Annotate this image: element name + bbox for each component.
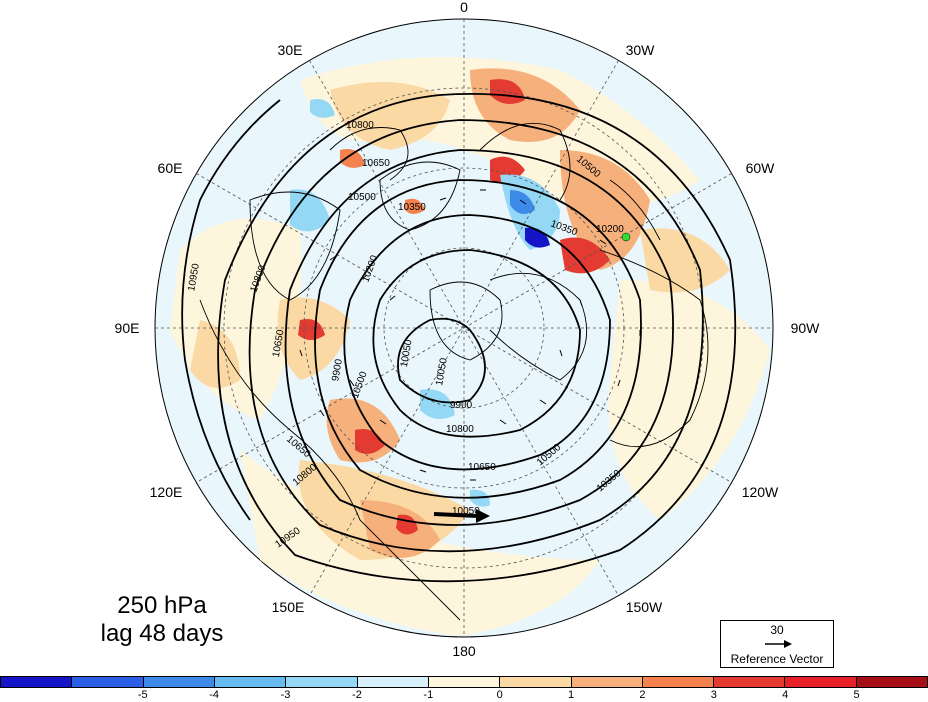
colorbar-segment [856, 677, 928, 687]
contour-label: 10500 [348, 192, 376, 203]
contour-label: 10200 [596, 224, 624, 235]
colorbar-segment [785, 677, 857, 687]
large-wind-arrow [433, 509, 490, 523]
lon-label-90w: 90W [791, 320, 821, 336]
lon-label-150w: 150W [626, 599, 663, 615]
colorbar-segment [571, 677, 643, 687]
contour-label: 10350 [398, 202, 426, 213]
coastlines [199, 122, 709, 621]
colorbar-segment [143, 677, 215, 687]
colorbar-tick-label: 5 [853, 689, 860, 701]
colorbar-segment [428, 677, 501, 687]
colorbar-segment [357, 677, 429, 687]
lon-label-120e: 120E [150, 484, 183, 500]
colorbar-tick-label: -5 [137, 689, 148, 701]
lon-label-150e: 150E [272, 599, 305, 615]
contour-label: 10650 [468, 462, 496, 473]
lon-label-60w: 60W [746, 160, 776, 176]
contour-label: 10650 [362, 158, 390, 169]
colorbar [0, 676, 928, 688]
wind-vectors [299, 189, 641, 481]
lag-label: lag 48 days [100, 620, 224, 647]
colorbar-tick-label: 0 [496, 689, 503, 701]
reference-arrow-icon [765, 640, 792, 648]
colorbar-tick-label: -3 [280, 689, 291, 701]
contour-label: 10950 [186, 262, 202, 292]
level-label: 250 hPa [117, 592, 207, 619]
contour-label: 9900 [330, 358, 345, 382]
reference-vector-legend: 30 Reference Vector [720, 620, 834, 668]
colorbar-tick-label: 1 [568, 689, 575, 701]
contour-label: 10800 [446, 424, 474, 435]
reference-vector-label: Reference Vector [730, 652, 824, 666]
lon-label-60e: 60E [158, 160, 183, 176]
colorbar-segment [642, 677, 715, 687]
location-marker [621, 232, 631, 242]
colorbar-segment [714, 677, 786, 687]
contour-label: 10050 [452, 506, 480, 517]
height-contours [181, 93, 737, 583]
colorbar-tick-label: -2 [352, 689, 362, 701]
contour-label: 10050 [399, 338, 415, 368]
graticule [155, 19, 773, 637]
colorbar-tick-label: 3 [710, 689, 717, 701]
lon-label-180: 180 [452, 643, 476, 659]
colorbar-tick-label: -4 [209, 689, 220, 701]
colorbar-segment [1, 677, 73, 687]
figure-caption: 250 hPa lag 48 days [62, 592, 262, 648]
lon-label-0: 0 [460, 0, 468, 15]
colorbar-tick-label: 4 [782, 689, 789, 701]
shaded-anomaly-field [170, 57, 770, 636]
colorbar-tick-label: -1 [423, 689, 434, 701]
lon-label-30e: 30E [278, 42, 303, 58]
longitude-labels: 0 30W 60W 90W 120W 150W 180 150E 120E 90… [115, 0, 821, 659]
colorbar-segment [286, 677, 358, 687]
contour-label: 10800 [346, 120, 374, 131]
lon-label-30w: 30W [626, 42, 656, 58]
colorbar-segment [214, 677, 287, 687]
lon-label-90e: 90E [115, 320, 140, 336]
reference-vector-magnitude: 30 [770, 623, 784, 637]
contour-label: 10050 [434, 357, 450, 387]
colorbar-segment [500, 677, 572, 687]
colorbar-tick-label: 2 [639, 689, 646, 701]
contour-label: 9900 [450, 400, 473, 411]
colorbar-segment [72, 677, 144, 687]
contour-label: 10650 [271, 328, 287, 358]
lon-label-120w: 120W [742, 484, 779, 500]
